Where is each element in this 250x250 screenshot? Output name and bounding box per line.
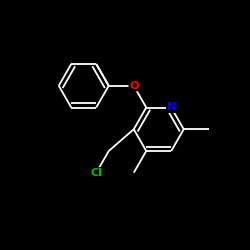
Text: N: N — [166, 102, 176, 113]
Text: O: O — [129, 81, 138, 91]
Text: Cl: Cl — [90, 168, 102, 178]
